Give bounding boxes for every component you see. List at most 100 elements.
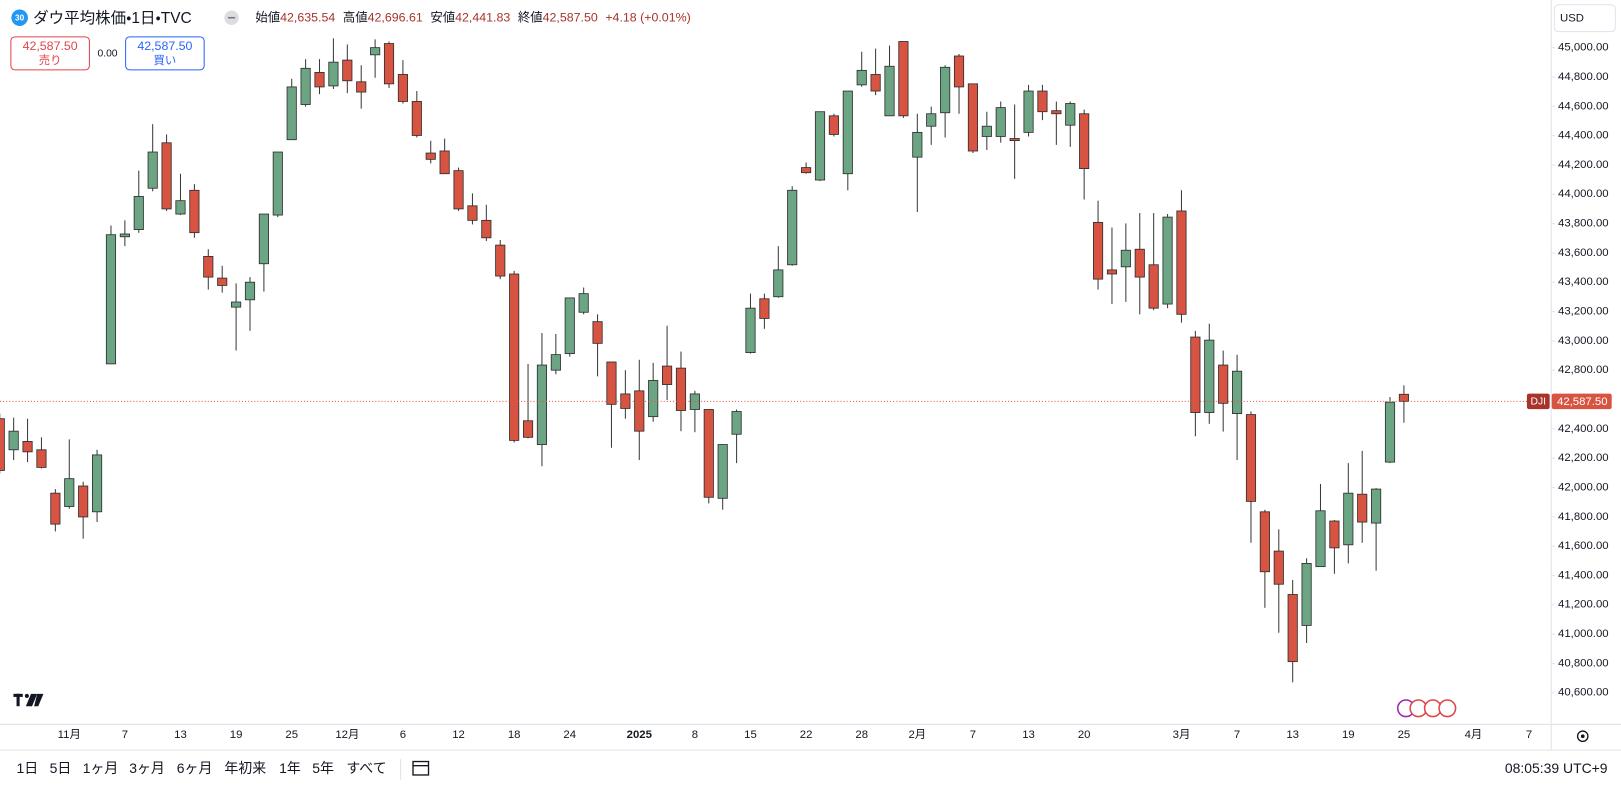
candle-body xyxy=(564,297,575,355)
candle-body xyxy=(272,151,283,216)
date-range-button[interactable] xyxy=(412,760,430,776)
candle-body xyxy=(856,69,867,86)
x-tick-label: 8 xyxy=(692,729,698,741)
candle-body xyxy=(898,41,909,117)
symbol-badge[interactable] xyxy=(11,9,28,26)
axis-settings[interactable] xyxy=(1576,730,1589,743)
candle-body xyxy=(592,321,603,344)
candle-body xyxy=(1301,562,1312,626)
x-tick-label: 19 xyxy=(1342,729,1355,741)
candle-body xyxy=(203,255,214,278)
candle-body xyxy=(147,151,158,189)
clock: 08:05:39 UTC+9 xyxy=(1505,760,1608,776)
range-button[interactable]: 年初来 xyxy=(224,760,266,776)
candle-body xyxy=(842,90,853,175)
y-tick-label: 42,000.00 xyxy=(1558,481,1609,493)
range-button[interactable]: 3ヶ月 xyxy=(129,760,165,776)
candle-body xyxy=(453,170,464,210)
candle-body xyxy=(397,74,408,102)
event-icons[interactable] xyxy=(1396,699,1457,718)
ohlc-label: 終値 xyxy=(518,10,543,25)
logo-part xyxy=(25,693,38,707)
candle-body xyxy=(884,65,895,117)
candle-body xyxy=(1204,339,1215,413)
range-button[interactable]: 5日 xyxy=(50,760,72,776)
ohlc-value: 42,441.83 xyxy=(455,11,510,25)
candle-body xyxy=(1190,336,1201,413)
currency-box[interactable] xyxy=(1553,4,1616,33)
spread: 0.00 xyxy=(97,49,117,60)
candle-body xyxy=(1120,249,1131,268)
plot-area xyxy=(0,38,1551,683)
candle-body xyxy=(703,409,714,498)
calendar-icon xyxy=(412,760,430,776)
candle-body xyxy=(439,150,450,175)
candle-body xyxy=(495,244,506,277)
candle-body xyxy=(1106,269,1118,275)
x-tick-label: 13 xyxy=(1286,729,1299,741)
event-icon[interactable] xyxy=(1438,699,1457,718)
candle-body xyxy=(606,361,617,405)
x-tick-label: 25 xyxy=(285,729,298,741)
x-tick-label: 2月 xyxy=(908,729,926,741)
candle-body xyxy=(717,444,728,499)
x-tick-label: 7 xyxy=(1526,729,1532,741)
candle-body xyxy=(342,59,353,82)
logo-part xyxy=(24,693,29,698)
candle-body xyxy=(995,107,1006,137)
candle-body xyxy=(1329,520,1340,549)
range-button[interactable]: 1年 xyxy=(279,760,301,776)
candle-body xyxy=(648,380,659,418)
candle-body xyxy=(1162,216,1173,305)
buy-button[interactable] xyxy=(125,36,205,71)
y-tick-label: 40,600.00 xyxy=(1558,687,1609,699)
candle-body xyxy=(926,113,937,127)
x-tick-label: 7 xyxy=(970,729,976,741)
candle-body xyxy=(189,189,200,234)
x-tick-label: 19 xyxy=(230,729,243,741)
symbol-tag-label: DJI xyxy=(1531,397,1547,408)
y-tick-label: 41,200.00 xyxy=(1558,599,1609,611)
candle-body xyxy=(787,189,798,266)
last-price-tag xyxy=(1551,393,1612,410)
symbol-title[interactable]: ダウ平均株価・1日・TVC xyxy=(33,9,192,27)
x-tick-label: 3月 xyxy=(1173,729,1191,741)
candle-body xyxy=(1065,103,1076,126)
candle-body xyxy=(1232,370,1243,414)
candle-body xyxy=(50,492,61,525)
candle-body xyxy=(801,167,812,174)
x-tick-label: 15 xyxy=(744,729,757,741)
x-tick-label: 22 xyxy=(800,729,813,741)
y-tick-label: 44,200.00 xyxy=(1558,159,1609,171)
y-tick-label: 40,800.00 xyxy=(1558,657,1609,669)
x-tick-label: 13 xyxy=(174,729,187,741)
y-tick-label: 42,400.00 xyxy=(1558,423,1609,435)
range-button[interactable]: 1日 xyxy=(17,760,39,776)
candle-body xyxy=(217,277,228,286)
logo-part xyxy=(16,693,20,707)
candle-body xyxy=(1398,393,1409,402)
candle-body xyxy=(119,233,130,238)
candle-body xyxy=(522,420,534,438)
ohlc-value: 42,635.54 xyxy=(280,11,335,25)
ohlc-label: 始値 xyxy=(255,10,280,25)
symbol-tag xyxy=(1526,393,1550,410)
range-button[interactable]: 6ヶ月 xyxy=(177,760,213,776)
buy-price: 42,587.50 xyxy=(137,39,192,53)
range-button[interactable]: 1ヶ月 xyxy=(83,760,119,776)
sell-price: 42,587.50 xyxy=(23,39,78,53)
range-button[interactable]: 5年 xyxy=(312,760,334,776)
sell-button[interactable] xyxy=(10,36,90,71)
range-button[interactable]: すべて xyxy=(346,760,386,776)
candle-body xyxy=(634,390,645,432)
candle-body xyxy=(1287,594,1298,663)
y-tick-label: 43,200.00 xyxy=(1558,306,1609,318)
candle-body xyxy=(1037,90,1048,113)
gear-icon[interactable] xyxy=(1576,730,1589,743)
candle-body xyxy=(133,196,144,230)
candle-body xyxy=(981,125,992,137)
currency-selector[interactable]: USD xyxy=(1553,4,1616,33)
candle-body xyxy=(745,307,756,353)
